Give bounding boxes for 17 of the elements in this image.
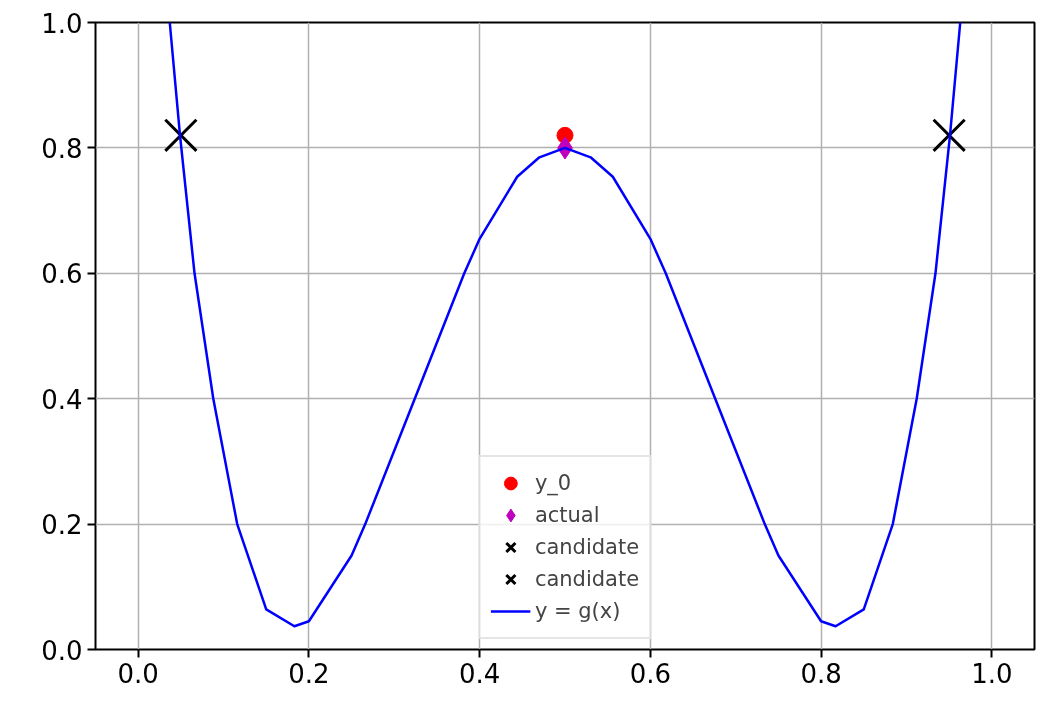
legend-label: y_0 bbox=[534, 471, 572, 495]
legend-label: candidate bbox=[534, 567, 640, 591]
x-tick-label: 0.4 bbox=[458, 658, 501, 689]
x-tick-label: 0.0 bbox=[117, 658, 159, 689]
y-tick-label: 0.4 bbox=[41, 384, 83, 415]
x-tick-label: 1.0 bbox=[971, 658, 1013, 689]
y-tick-label: 1.0 bbox=[41, 8, 83, 39]
x-tick-label: 0.6 bbox=[629, 658, 672, 689]
y-tick-label: 0.8 bbox=[41, 133, 83, 164]
legend-label: y = g(x) bbox=[534, 599, 621, 623]
y-tick-label: 0.0 bbox=[41, 635, 83, 666]
legend-label: candidate bbox=[534, 535, 640, 559]
legend-label: actual bbox=[534, 503, 600, 527]
y-tick-label: 0.6 bbox=[41, 259, 83, 290]
x-tick-label: 0.8 bbox=[800, 658, 842, 689]
y-tick-label: 0.2 bbox=[41, 510, 83, 541]
x-tick-label: 0.2 bbox=[288, 658, 330, 689]
